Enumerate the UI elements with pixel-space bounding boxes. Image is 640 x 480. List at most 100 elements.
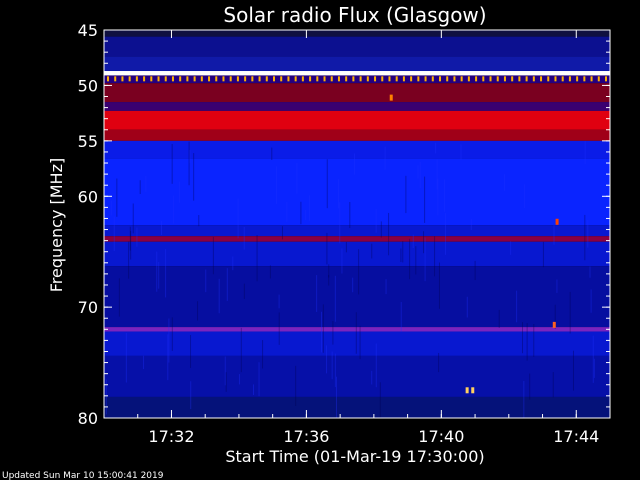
texture-streak	[190, 334, 192, 368]
texture-streak	[375, 343, 377, 388]
y-tick-label: 70	[78, 298, 98, 317]
comb-mark	[475, 76, 478, 82]
comb-mark	[352, 76, 355, 82]
texture-streak	[116, 178, 118, 217]
comb-mark	[265, 76, 268, 82]
texture-streak	[334, 275, 336, 322]
texture-streak	[352, 277, 354, 293]
texture-streak	[388, 212, 390, 256]
texture-streak	[349, 201, 351, 229]
comb-mark	[446, 76, 449, 82]
texture-streak	[139, 180, 141, 195]
texture-streak	[326, 345, 328, 374]
comb-mark	[150, 76, 153, 82]
x-tick-label: 17:40	[418, 427, 464, 446]
comb-mark	[345, 76, 348, 82]
hotspot	[555, 218, 559, 225]
texture-streak	[424, 176, 426, 223]
texture-streak	[371, 370, 373, 385]
texture-streak	[419, 161, 421, 189]
comb-mark	[568, 76, 571, 82]
texture-streak	[296, 162, 298, 194]
comb-mark	[489, 76, 492, 82]
texture-streak	[198, 215, 200, 227]
frequency-band	[104, 129, 610, 141]
texture-streak	[417, 165, 419, 179]
texture-streak	[158, 261, 160, 289]
texture-streak	[238, 374, 240, 385]
texture-streak	[412, 234, 414, 249]
texture-streak	[504, 174, 506, 191]
texture-streak	[278, 294, 280, 309]
comb-mark	[482, 76, 485, 82]
texture-streak	[156, 251, 158, 292]
comb-mark	[540, 76, 543, 82]
x-tick-label: 17:32	[148, 427, 194, 446]
texture-streak	[553, 224, 555, 245]
comb-mark	[157, 76, 160, 82]
x-axis-label: Start Time (01-Mar-19 17:30:00)	[225, 447, 484, 466]
texture-streak	[161, 220, 163, 235]
texture-streak	[522, 322, 524, 354]
texture-streak	[168, 318, 170, 363]
comb-mark	[143, 76, 146, 82]
x-axis-ticks: 17:32 17:36 17:40 17:44	[103, 30, 611, 446]
texture-streak	[334, 353, 336, 388]
texture-streak	[278, 312, 280, 345]
texture-streak	[128, 241, 130, 279]
texture-streak	[434, 236, 436, 277]
y-tick-label: 50	[78, 76, 98, 95]
comb-mark	[316, 76, 319, 82]
comb-mark	[280, 76, 283, 82]
texture-streak	[589, 266, 591, 278]
comb-mark	[381, 76, 384, 82]
y-tick-label: 45	[78, 21, 98, 40]
comb-mark	[258, 76, 261, 82]
texture-streak	[252, 384, 254, 395]
frequency-band	[104, 36, 610, 57]
comb-mark	[229, 76, 232, 82]
comb-mark	[128, 76, 131, 82]
frequency-band	[104, 71, 610, 76]
texture-streak	[339, 202, 341, 244]
frequency-band	[104, 225, 610, 237]
texture-streak	[498, 309, 500, 328]
hotspot	[389, 94, 393, 101]
texture-streak	[331, 351, 333, 380]
texture-streak	[415, 246, 417, 275]
texture-streak	[474, 260, 476, 281]
texture-streak	[276, 166, 278, 204]
comb-mark	[121, 76, 124, 82]
comb-mark	[525, 76, 528, 82]
texture-streak	[552, 372, 554, 398]
comb-mark	[590, 76, 593, 82]
comb-mark	[417, 76, 420, 82]
comb-mark	[395, 76, 398, 82]
texture-streak	[523, 380, 525, 418]
texture-streak	[243, 283, 245, 299]
texture-streak	[572, 350, 574, 391]
frequency-band	[104, 56, 610, 72]
comb-mark	[208, 76, 211, 82]
texture-streak	[125, 332, 127, 383]
frequency-band	[104, 327, 610, 332]
texture-streak	[188, 141, 190, 186]
comb-mark	[323, 76, 326, 82]
texture-streak	[470, 218, 472, 231]
x-tick-label: 17:44	[553, 427, 599, 446]
texture-streak	[113, 216, 115, 252]
frequency-band	[104, 241, 610, 267]
texture-streak	[460, 144, 462, 160]
texture-streak	[402, 241, 404, 263]
comb-mark	[301, 76, 304, 82]
comb-mark	[330, 76, 333, 82]
plot-area	[103, 29, 611, 419]
y-tick-label: 55	[78, 132, 98, 151]
comb-mark	[200, 76, 203, 82]
frequency-band	[104, 75, 610, 84]
texture-streak	[385, 279, 387, 295]
comb-mark	[511, 76, 514, 82]
texture-streak	[300, 201, 302, 225]
texture-streak	[328, 274, 330, 286]
texture-streak	[226, 268, 228, 301]
